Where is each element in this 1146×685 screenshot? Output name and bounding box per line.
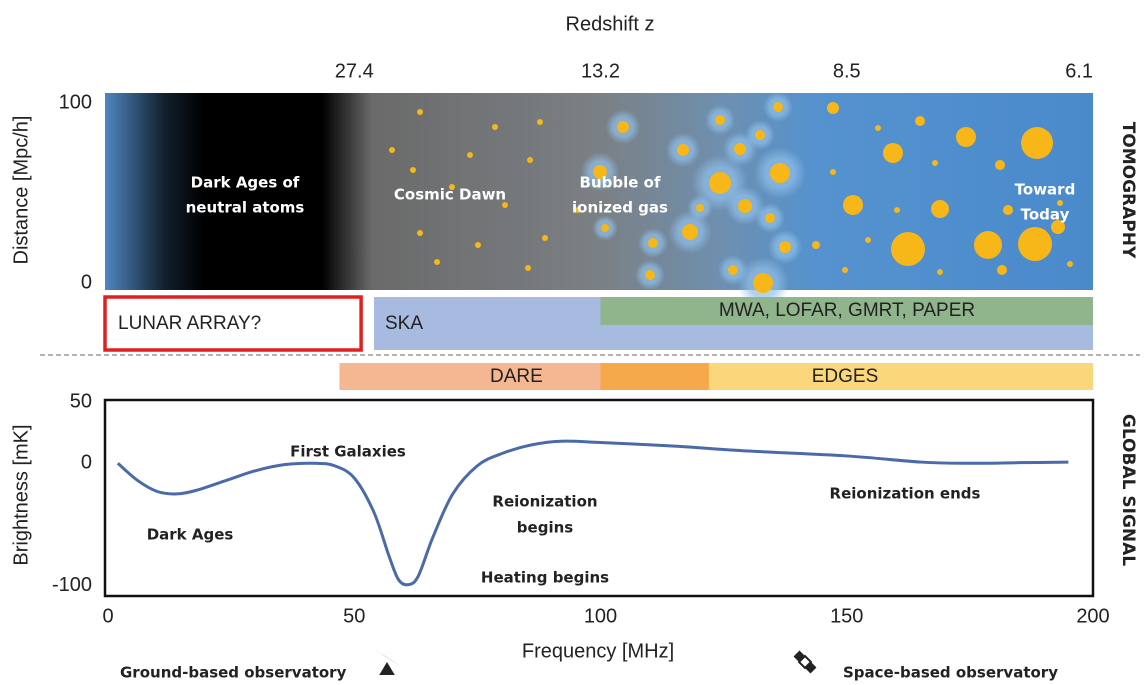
top-tick-label: 8.5 — [833, 60, 861, 82]
bubble — [1067, 261, 1073, 267]
bubble — [812, 241, 820, 249]
bubble — [875, 125, 881, 131]
bubble — [709, 172, 731, 194]
x-tick-label: 50 — [343, 605, 365, 627]
bubble — [417, 109, 423, 115]
y-tick-label: 50 — [70, 390, 92, 412]
bubble — [645, 270, 655, 280]
top-tick-label: 27.4 — [335, 60, 374, 82]
region-label: Cosmic Dawn — [394, 186, 506, 204]
bubble — [894, 207, 900, 213]
bubble — [931, 200, 949, 218]
bubble — [995, 160, 1005, 170]
bubble — [492, 124, 498, 130]
top-axis-title: Redshift z — [566, 13, 655, 35]
signal-line — [118, 441, 1069, 585]
tomography-panel — [105, 93, 1093, 290]
y-axis-title: Brightness [mK] — [10, 424, 32, 565]
side-label: GLOBAL SIGNAL — [1118, 414, 1138, 566]
bubble — [765, 213, 775, 223]
top-tick-label: 6.1 — [1065, 60, 1093, 82]
bubble — [1021, 127, 1053, 159]
annotation: Reionization — [492, 493, 597, 511]
bubble — [738, 199, 752, 213]
bubble — [753, 273, 773, 293]
bubble — [865, 237, 871, 243]
legend-label: Ground-based observatory — [120, 664, 347, 682]
region-label: neutral atoms — [186, 199, 305, 217]
annotation: Heating begins — [481, 569, 609, 587]
bubble — [715, 115, 725, 125]
bubble — [891, 232, 925, 266]
bubble — [728, 265, 738, 275]
bubble — [937, 269, 943, 275]
instrument-label: LUNAR ARRAY? — [118, 313, 261, 334]
y-tick-label: 0 — [81, 452, 92, 474]
bubble — [527, 157, 533, 163]
region-label: Dark Ages of — [191, 174, 300, 192]
bubble — [932, 160, 938, 166]
bubble — [827, 102, 839, 114]
bubble — [755, 130, 765, 140]
bubble — [525, 265, 531, 271]
y-tick-label: 0 — [81, 271, 92, 293]
instrument-label: SKA — [385, 313, 423, 334]
x-axis-title: Frequency [MHz] — [522, 640, 674, 662]
bubble — [467, 152, 473, 158]
bubble — [997, 265, 1007, 275]
bubble — [475, 242, 481, 248]
bubble — [617, 121, 629, 133]
figure: Redshift z Frequency [MHz] Distance [Mpc… — [0, 0, 1146, 685]
region-label: Today — [1021, 206, 1070, 224]
bubble — [842, 267, 848, 273]
bubble — [434, 259, 440, 265]
annotation: Dark Ages — [147, 526, 234, 544]
bubble — [779, 241, 791, 253]
bubble — [537, 119, 543, 125]
bubble — [601, 224, 609, 232]
bubble — [770, 163, 790, 183]
x-tick-label: 150 — [830, 605, 863, 627]
side-label: TOMOGRAPHY — [1118, 122, 1138, 259]
overlap — [601, 363, 709, 390]
bubble — [883, 143, 903, 163]
y-axis-title: Distance [Mpc/h] — [10, 116, 32, 265]
instrument-label: MWA, LOFAR, GMRT, PAPER — [719, 300, 975, 321]
instrument-label: DARE — [490, 366, 543, 387]
annotation: First Galaxies — [290, 443, 406, 461]
bubble — [734, 143, 746, 155]
bubble — [1018, 227, 1052, 261]
region-label: ionized gas — [572, 199, 668, 217]
bubble — [696, 204, 704, 212]
region-label: Toward — [1015, 181, 1076, 199]
bubble — [682, 224, 698, 240]
top-tick-label: 13.2 — [581, 60, 620, 82]
bubble — [677, 144, 689, 156]
bubble — [648, 238, 658, 248]
annotation: begins — [517, 519, 573, 537]
bubble — [410, 167, 416, 173]
y-tick-label: 100 — [59, 91, 92, 113]
bubble — [830, 169, 836, 175]
legend-label: Space-based observatory — [843, 664, 1058, 682]
bubble — [773, 102, 783, 112]
bubble — [956, 127, 976, 147]
instrument-label: EDGES — [812, 366, 879, 387]
region-label: Bubble of — [580, 174, 661, 192]
bubble — [417, 230, 423, 236]
x-tick-label: 100 — [584, 605, 617, 627]
bubble — [915, 116, 925, 126]
bubble — [389, 147, 395, 153]
bubble — [843, 195, 863, 215]
x-tick-label: 0 — [102, 605, 113, 627]
bubble — [974, 231, 1002, 259]
y-tick-label: -100 — [52, 574, 92, 596]
annotation: Reionization ends — [830, 485, 981, 503]
bubble — [1003, 205, 1013, 215]
x-tick-label: 200 — [1076, 605, 1109, 627]
ground-icon — [374, 649, 400, 675]
bubble — [542, 235, 548, 241]
